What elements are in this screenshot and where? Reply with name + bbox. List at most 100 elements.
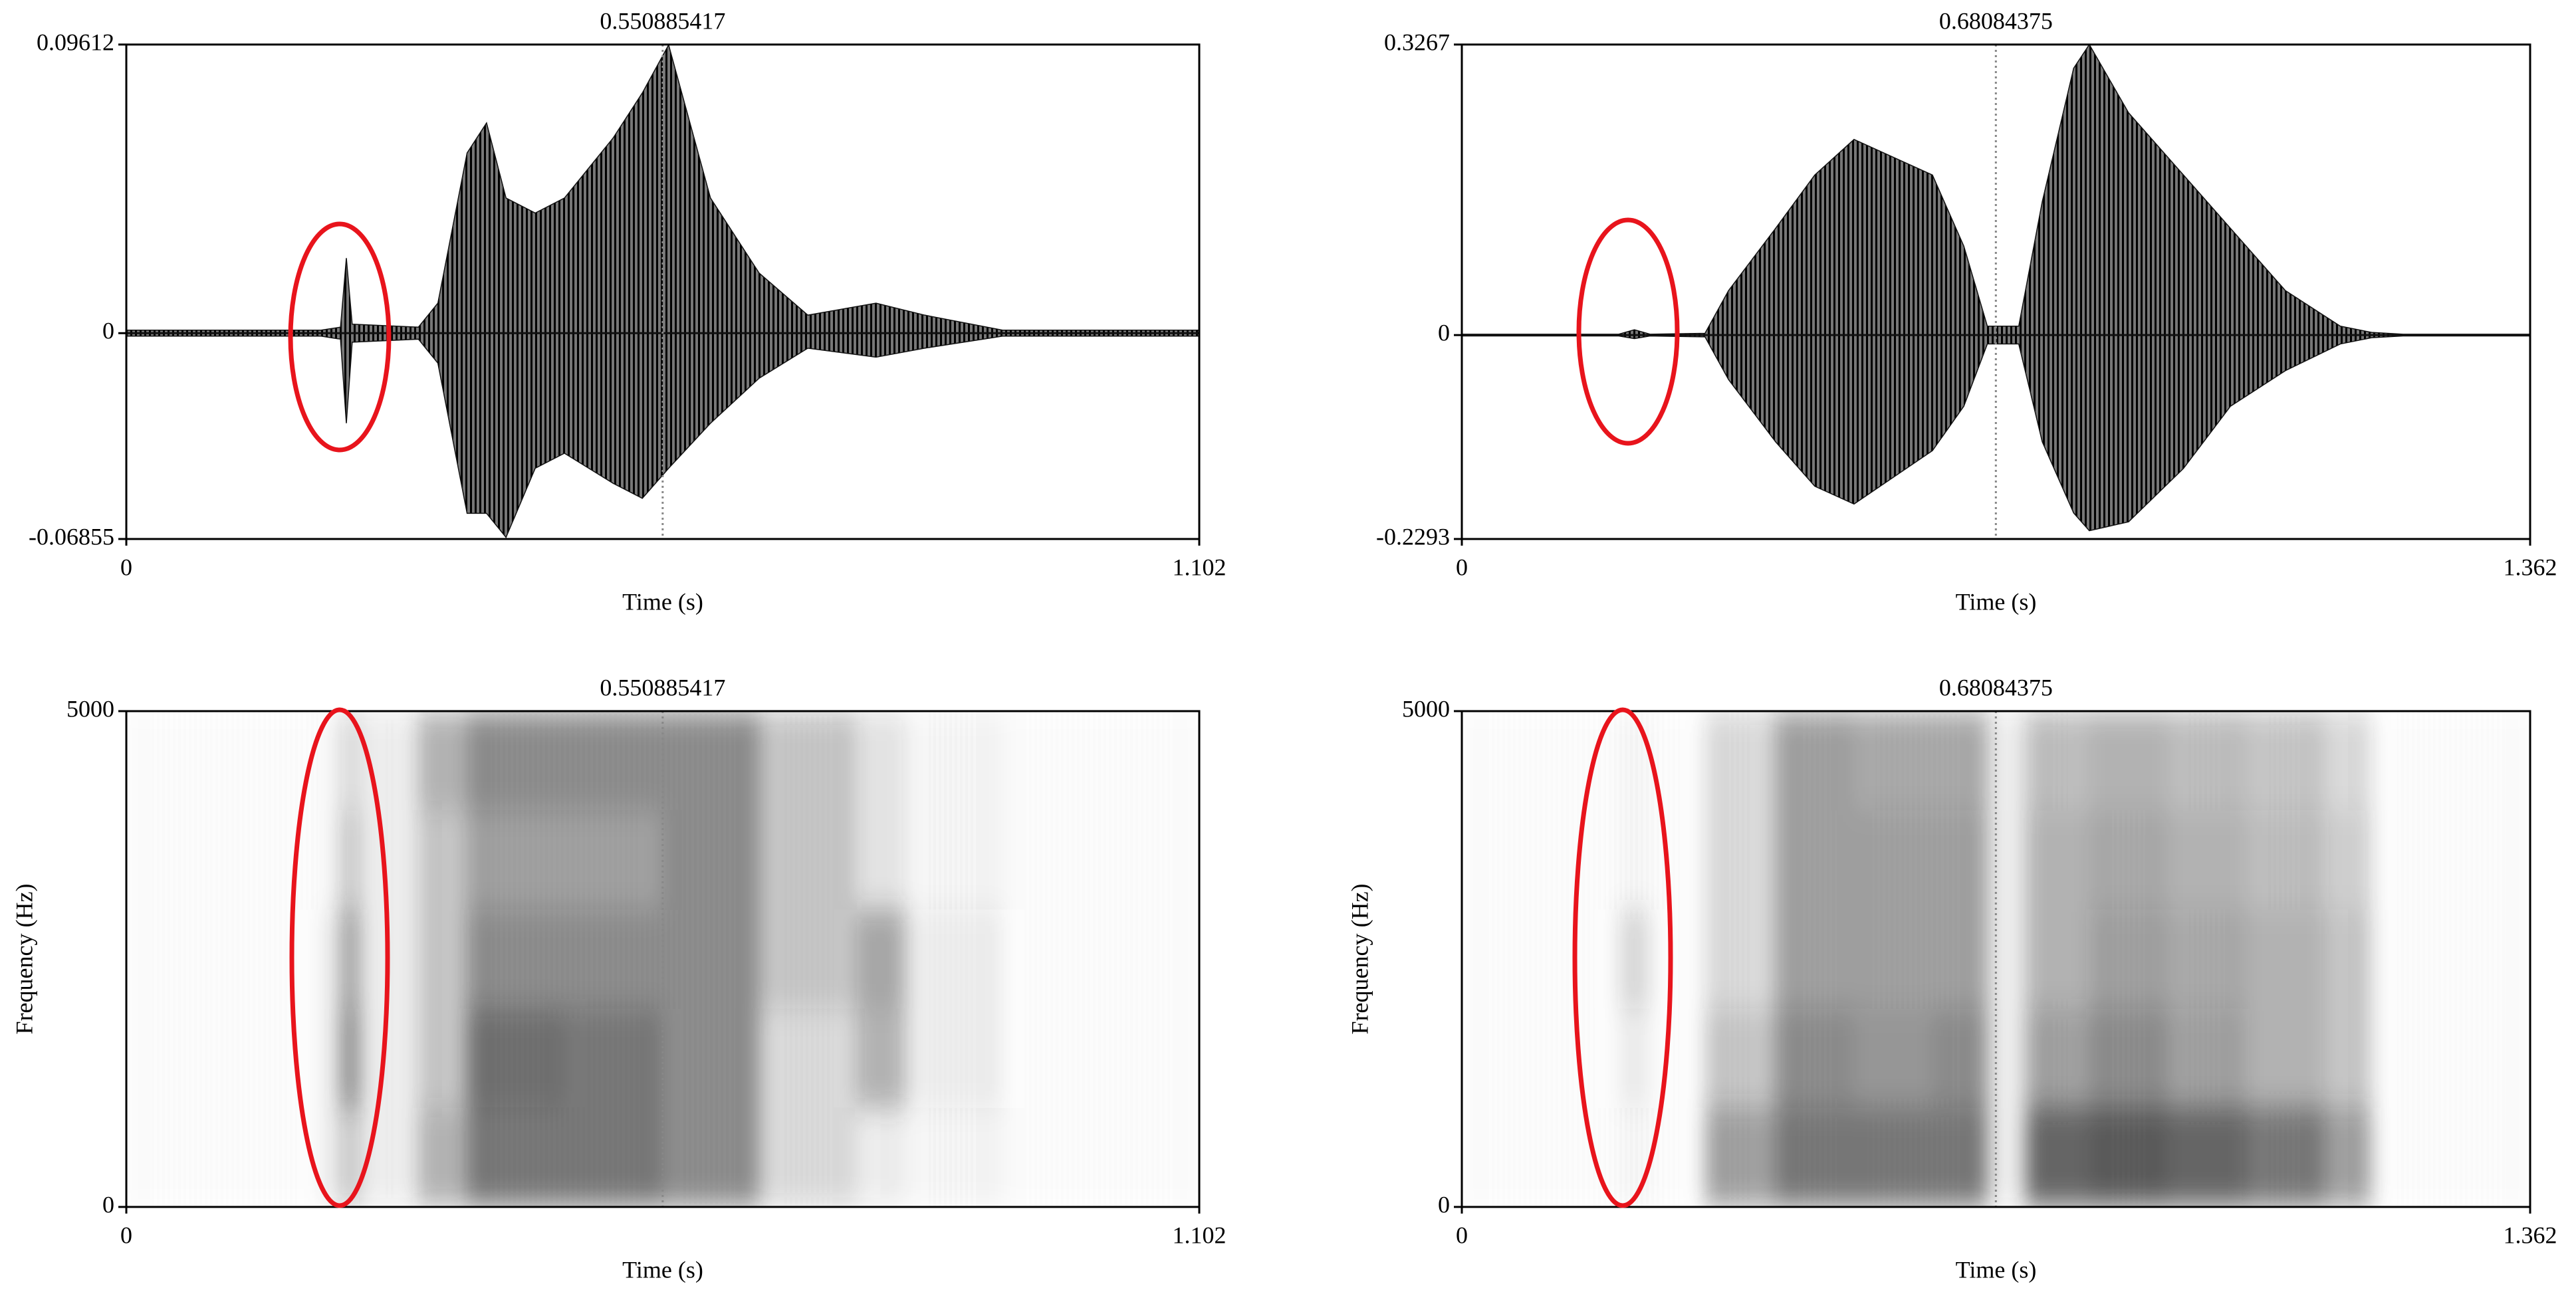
- spectrogram-cell: [467, 810, 565, 910]
- spectrogram-cell: [320, 1008, 341, 1108]
- x-tick-label: 1.102: [1173, 554, 1227, 580]
- spectrogram-cell: [1650, 909, 1705, 1008]
- spectrogram-cell: [564, 1008, 662, 1108]
- cursor-label: 0.550885417: [600, 674, 725, 700]
- x-tick-label: 1.102: [1173, 1222, 1227, 1248]
- spectrogram-cell: [856, 711, 905, 811]
- spectrogram-cell: [2167, 1008, 2246, 1108]
- y-tick-label: 5000: [66, 695, 114, 722]
- spectrogram-cell: [2089, 711, 2168, 811]
- plot-area: [126, 711, 1199, 1207]
- spectrogram-cell: [1618, 1107, 1651, 1207]
- spectrogram-cell: [467, 1008, 565, 1108]
- spectrogram-cell: [2246, 1107, 2325, 1207]
- spectrogram-cell: [1853, 711, 1932, 811]
- spectrogram-cell: [661, 1107, 759, 1207]
- cursor-label: 0.68084375: [1939, 674, 2053, 700]
- spectrogram-cell: [418, 810, 467, 910]
- plot-area: [1462, 45, 2530, 532]
- spectrogram-cell: [759, 711, 857, 811]
- spectrogram-cell: [2324, 909, 2372, 1009]
- waveform-lower: [126, 332, 1199, 538]
- spectrogram-cell: [2026, 711, 2089, 811]
- spectrogram-cell: [661, 810, 759, 910]
- y-axis-label: Frequency (Hz): [11, 884, 37, 1035]
- y-tick-label: 0.3267: [1384, 29, 1450, 55]
- spectrogram-cell: [2026, 810, 2089, 910]
- cursor-label: 0.68084375: [1939, 7, 2053, 34]
- x-tick-label: 0: [1456, 554, 1468, 580]
- spectrogram-cell: [360, 810, 419, 910]
- x-tick-label: 0: [120, 1222, 132, 1248]
- spectrogram-cell: [1775, 909, 1854, 1009]
- spectrogram-cell: [1987, 1107, 2027, 1207]
- spectrogram-cell: [1704, 810, 1776, 910]
- spectrogram-cell: [856, 810, 905, 910]
- y-tick-label: 0: [102, 318, 114, 344]
- y-tick-label: -0.2293: [1376, 523, 1450, 550]
- spectrogram-cell: [2372, 810, 2530, 909]
- spectrogram-cell: [2026, 909, 2089, 1009]
- spectrogram-cell: [126, 1108, 321, 1207]
- spectrogram-cell: [320, 810, 341, 910]
- spectrogram-cell: [661, 1008, 759, 1108]
- spectrogram-cell: [661, 909, 759, 1009]
- spectrogram-cell: [2324, 1107, 2372, 1207]
- spectrogram-cell: [1462, 909, 1619, 1008]
- spectrogram-cell: [856, 909, 905, 1009]
- spectrogram-cell: [1704, 711, 1776, 811]
- waveform-upper: [1462, 45, 2530, 336]
- waveform-lower: [1462, 334, 2530, 532]
- spectrogram-cell: [2372, 909, 2530, 1008]
- spectrogram-cell: [1987, 909, 2027, 1009]
- spectrogram-cell: [320, 909, 341, 1009]
- spectrogram-cell: [2167, 711, 2246, 811]
- spectrogram-cell: [564, 711, 662, 811]
- spectrogram-cell: [1932, 711, 1988, 811]
- spectrogram-cell: [1932, 909, 1988, 1009]
- spectrogram-cell: [1002, 711, 1199, 810]
- spectrogram-cell: [1462, 810, 1619, 909]
- spectrogram-cell: [1775, 711, 1854, 811]
- spectrogram-cell: [1775, 1107, 1854, 1207]
- spectrogram-cell: [1650, 1009, 1705, 1108]
- y-tick-label: 5000: [1402, 695, 1450, 722]
- spectrogram-cell: [2167, 909, 2246, 1009]
- spectrogram-cell: [905, 909, 1003, 1009]
- x-tick-label: 0: [120, 554, 132, 580]
- spectrogram-cell: [467, 909, 565, 1009]
- spectrogram-cell: [418, 1107, 467, 1207]
- plot-area: [1462, 711, 2530, 1207]
- spectrogram-cell: [2324, 711, 2372, 811]
- x-tick-label: 1.362: [2504, 1222, 2557, 1248]
- spectrogram-cell: [360, 1008, 419, 1108]
- spectrogram-cell: [856, 1008, 905, 1108]
- spectrogram-cell: [1775, 1008, 1854, 1108]
- plot-frame: [125, 710, 1201, 1208]
- spectrogram-cell: [1704, 1008, 1776, 1108]
- spectrogram-cell: [564, 810, 662, 910]
- highlight-ellipse: [1576, 217, 1680, 446]
- spectrogram-cell: [564, 1107, 662, 1207]
- plot-frame: [1461, 43, 2531, 540]
- y-tick-label: 0.09612: [37, 29, 114, 55]
- spectrogram-cell: [2324, 810, 2372, 910]
- spectrogram-cell: [1618, 1008, 1651, 1108]
- spectrogram-cell: [1853, 909, 1932, 1009]
- spectrogram-cell: [1704, 909, 1776, 1009]
- spectrogram-cell: [2246, 810, 2325, 910]
- spectrogram-cell: [1853, 810, 1932, 910]
- spectrogram-cell: [1987, 810, 2027, 910]
- spectrogram-cell: [2372, 1108, 2530, 1207]
- spectrogram-cell: [2324, 1008, 2372, 1108]
- spectrogram-cell: [2089, 1008, 2168, 1108]
- spectrogram-cell: [2246, 711, 2325, 811]
- spectrogram-cell: [856, 1107, 905, 1207]
- spectrogram-cell: [661, 711, 759, 811]
- highlight-ellipse: [1572, 707, 1673, 1208]
- spectrogram-cell: [1853, 1107, 1932, 1207]
- spectrogram-cell: [418, 1008, 467, 1108]
- spectrogram-cell: [1002, 810, 1199, 909]
